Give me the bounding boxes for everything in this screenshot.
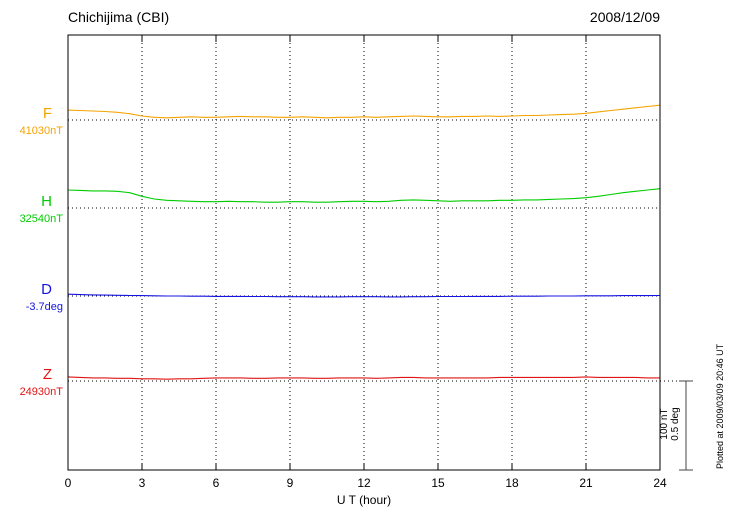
component-baseline-value-D: -3.7deg [26,301,63,313]
x-tick-label-24: 24 [653,476,667,490]
scale-bar-nt-label: 100 nT [659,408,670,439]
plotted-at-stamp: Plotted at 2009/03/09 20:46 UT [715,343,725,469]
traces-layer [67,104,661,380]
x-axis-title: U T (hour) [337,493,391,507]
component-baseline-value-Z: 24930nT [20,386,64,398]
plot-border [67,34,661,471]
station-title: Chichijima (CBI) [68,9,169,25]
x-tick-label-21: 21 [579,476,593,490]
date-label: 2008/12/09 [590,9,660,25]
gridlines-layer [67,35,661,470]
x-tick-label-15: 15 [431,476,445,490]
component-baseline-value-H: 32540nT [20,213,64,225]
component-baseline-value-F: 41030nT [20,125,64,137]
component-letter-Z: Z [43,366,52,383]
trace-Z [67,376,660,380]
trace-D [67,293,661,298]
trace-H [67,188,661,203]
scale-bar: 100 nT 0.5 deg [659,380,693,471]
x-tick-label-12: 12 [357,476,371,490]
x-tick-label-9: 9 [287,476,294,490]
x-tick-label-6: 6 [213,476,220,490]
component-letter-F: F [43,105,52,122]
scale-bar-deg-label: 0.5 deg [670,407,681,440]
x-tick-label-18: 18 [505,476,519,490]
x-tick-label-3: 3 [139,476,146,490]
labels-layer: 0 3 6 9 12 15 18 21 24 F 41030nT H 32540nT D -3.7deg Z 2… [20,105,667,490]
component-letter-H: H [41,193,52,210]
trace-F [67,104,661,119]
x-tick-label-0: 0 [65,476,72,490]
component-letter-D: D [41,281,52,298]
